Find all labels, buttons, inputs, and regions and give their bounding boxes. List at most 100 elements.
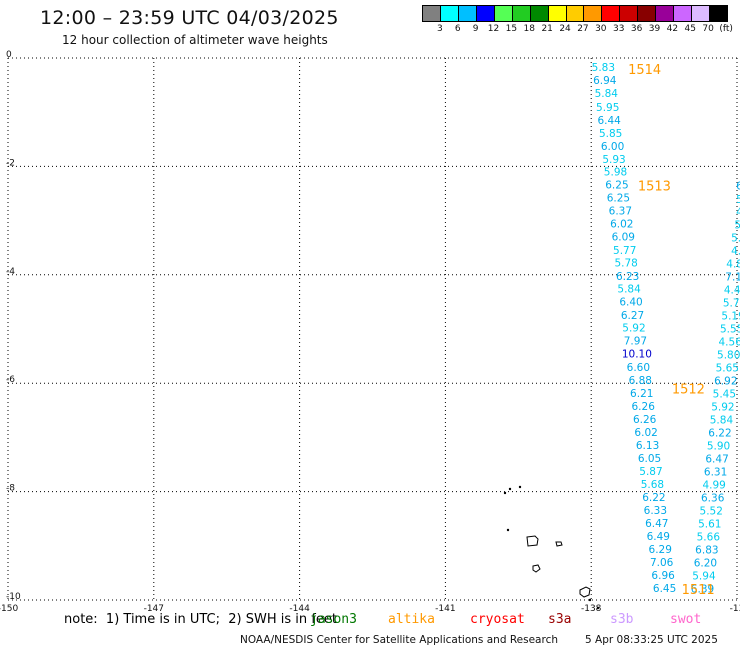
page-subtitle: 12 hour collection of altimeter wave hei… bbox=[62, 33, 328, 47]
wave-height-value: 4.56 bbox=[719, 336, 740, 348]
wave-height-value: 4.8 bbox=[731, 245, 740, 257]
lon-tick-label: -147 bbox=[144, 604, 164, 614]
colorbar-label: 18 bbox=[523, 24, 536, 34]
colorbar-label: 6 bbox=[454, 24, 461, 34]
wave-height-value: 6.26 bbox=[632, 401, 656, 413]
wave-height-value: 6.00 bbox=[601, 141, 624, 153]
wave-height-value: 6.02 bbox=[634, 427, 657, 439]
wave-height-value: 6.83 bbox=[695, 545, 718, 557]
colorbar-label: 21 bbox=[541, 24, 553, 34]
wave-height-colorbar: 3 6 9 12 15 18 21 24 27 30 33 36 39 42 45 70 (ft) bbox=[422, 5, 733, 36]
wave-height-value: 6.25 bbox=[605, 179, 628, 191]
wave-height-value: 6.33 bbox=[644, 505, 667, 517]
wave-height-value: 5.84 bbox=[617, 283, 641, 295]
lat-tick-label: 0 bbox=[6, 50, 12, 60]
colorbar-label: 3 bbox=[437, 24, 443, 34]
satellite-legend-jason3: jason3 bbox=[310, 612, 357, 627]
satellite-legend-s3b: s3b bbox=[610, 612, 634, 627]
wave-height-value: 7.06 bbox=[650, 557, 674, 569]
island-dot bbox=[596, 606, 600, 610]
island-dot bbox=[506, 528, 510, 532]
colorbar-labels: 3 6 9 12 15 18 21 24 27 30 33 36 39 42 45 70 (ft) bbox=[422, 22, 733, 36]
wave-height-value: 6.37 bbox=[609, 205, 632, 217]
lon-tick-label: -13 bbox=[730, 604, 740, 614]
wave-height-value: 5.87 bbox=[639, 466, 662, 478]
wave-height-value: 6.09 bbox=[612, 231, 635, 243]
wave-height-value: 5.77 bbox=[613, 245, 636, 257]
wave-height-value: 5.52 bbox=[700, 506, 723, 518]
lon-tick-label: -150 bbox=[0, 604, 18, 614]
colorbar-swatch bbox=[548, 6, 567, 21]
credit-line: NOAA/NESDIS Center for Satellite Applica… bbox=[240, 634, 558, 646]
wave-height-value: 6.31 bbox=[704, 467, 727, 479]
colorbar-swatch bbox=[710, 6, 727, 21]
colorbar-swatch bbox=[494, 6, 513, 21]
wave-height-value: 5.83 bbox=[592, 62, 615, 74]
wave-height-value: 6.47 bbox=[645, 518, 668, 530]
island-outline bbox=[579, 586, 591, 598]
colorbar-label: 12 bbox=[487, 24, 500, 34]
island-dot bbox=[508, 487, 512, 491]
lat-tick-label: -8 bbox=[6, 484, 15, 494]
pass-number-label: 1514 bbox=[628, 63, 661, 78]
wave-height-value: 6.29 bbox=[649, 544, 672, 556]
colorbar-swatch bbox=[656, 6, 675, 21]
wave-height-value: 5.55 bbox=[720, 323, 740, 335]
lon-tick-label: -138 bbox=[581, 604, 602, 614]
colorbar-label: 36 bbox=[630, 24, 643, 34]
wave-height-value: 6.49 bbox=[647, 531, 670, 543]
wave-height-value: 5.68 bbox=[641, 479, 664, 491]
wave-height-value: 5.7 bbox=[731, 232, 740, 244]
wave-height-value: 6.26 bbox=[633, 414, 657, 426]
wave-height-value: 5.61 bbox=[698, 519, 721, 531]
wave-height-value: 4.40 bbox=[724, 284, 740, 296]
colorbar-swatch bbox=[620, 6, 639, 21]
colorbar-label: 42 bbox=[666, 24, 679, 34]
wave-height-value: 6.02 bbox=[610, 218, 633, 230]
colorbar-swatch bbox=[423, 6, 441, 21]
wave-height-value: 6 bbox=[736, 180, 740, 192]
wave-height-value: 6.25 bbox=[607, 192, 630, 204]
colorbar-swatch bbox=[566, 6, 585, 21]
wave-height-value: 5.80 bbox=[717, 349, 740, 361]
wave-height-value: 6.27 bbox=[621, 310, 644, 322]
wave-height-value: 5.85 bbox=[599, 128, 622, 140]
wave-height-value: 6.40 bbox=[619, 296, 642, 308]
colorbar-swatch bbox=[476, 6, 495, 21]
colorbar-label: 39 bbox=[648, 24, 661, 34]
wave-height-value: 5.84 bbox=[710, 415, 734, 427]
wave-height-value: 5.92 bbox=[622, 322, 645, 334]
wave-height-value: 6.92 bbox=[714, 375, 737, 387]
island-outline bbox=[555, 541, 563, 547]
colorbar-label: 33 bbox=[612, 24, 625, 34]
wave-height-value: 6.13 bbox=[636, 440, 659, 452]
generated-timestamp: 5 Apr 08:33:25 UTC 2025 bbox=[585, 634, 718, 646]
satellite-legend-swot: swot bbox=[670, 612, 702, 627]
wave-height-value: 6.22 bbox=[708, 428, 731, 440]
satellite-legend-s3a: s3a bbox=[548, 612, 572, 627]
wave-height-value: 4 bbox=[736, 206, 740, 218]
footnote: note: 1) Time is in UTC; 2) SWH is in fe… bbox=[64, 612, 337, 627]
colorbar-label: 70 bbox=[702, 24, 714, 34]
wave-height-value: 7.97 bbox=[624, 335, 647, 347]
colorbar-swatch bbox=[530, 6, 549, 21]
pass-number-label: 1512 bbox=[672, 383, 705, 398]
wave-height-value: 6.39 bbox=[691, 584, 714, 596]
wave-height-value: 5.95 bbox=[596, 102, 619, 114]
colorbar-label: 27 bbox=[577, 24, 589, 34]
wave-height-value: 10.10 bbox=[622, 348, 652, 360]
island-dot bbox=[503, 491, 507, 495]
lat-tick-label: -4 bbox=[6, 267, 15, 277]
wave-height-value: 5.19 bbox=[721, 310, 740, 322]
island-outline bbox=[526, 535, 539, 547]
lat-tick-label: -6 bbox=[6, 375, 15, 385]
wave-height-value: 4.86 bbox=[726, 258, 740, 270]
colorbar-swatch bbox=[602, 6, 621, 21]
wave-height-value: 5 bbox=[736, 194, 740, 206]
wave-height-value: 6.22 bbox=[642, 492, 665, 504]
colorbar-unit: (ft) bbox=[719, 24, 733, 34]
wave-height-value: 4.99 bbox=[702, 480, 725, 492]
wave-height-value: 5.92 bbox=[711, 402, 734, 414]
wave-height-value: 6.44 bbox=[597, 115, 621, 127]
